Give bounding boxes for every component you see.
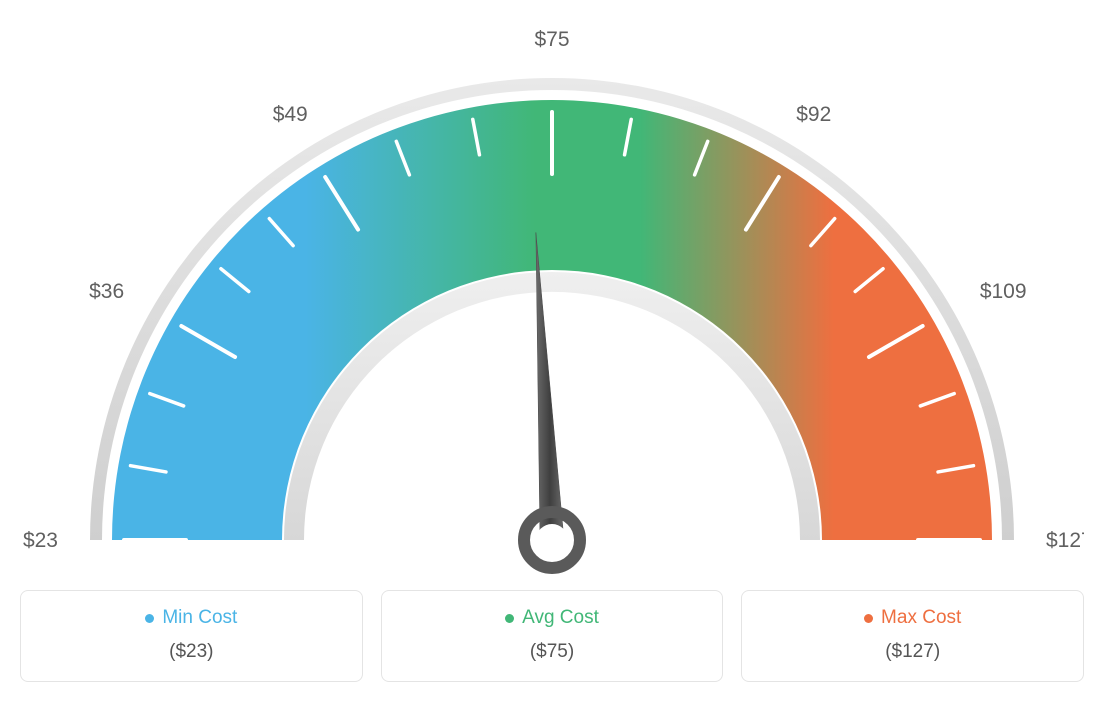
- gauge-tick-label: $109: [980, 280, 1027, 303]
- gauge-tick-label: $75: [534, 28, 569, 51]
- gauge-tick-label: $49: [273, 103, 308, 126]
- legend-box-avg: Avg Cost ($75): [381, 590, 724, 682]
- legend: Min Cost ($23) Avg Cost ($75) Max Cost (…: [20, 590, 1084, 682]
- legend-text-avg: Avg Cost: [522, 607, 599, 629]
- cost-gauge-chart: $23 $36 $49 $75 $92 $109 $127 Min Cost ($23) A…: [20, 20, 1084, 682]
- gauge-tick-label: $36: [89, 280, 124, 303]
- legend-value-max: ($127): [752, 641, 1073, 663]
- gauge-tick-label: $23: [23, 529, 58, 552]
- legend-box-min: Min Cost ($23): [20, 590, 363, 682]
- legend-text-max: Max Cost: [881, 607, 961, 629]
- gauge-tick-label: $92: [796, 103, 831, 126]
- gauge-tick-label: $127: [1046, 529, 1084, 552]
- legend-value-min: ($23): [31, 641, 352, 663]
- gauge-area: $23 $36 $49 $75 $92 $109 $127: [20, 20, 1084, 580]
- legend-label-avg: Avg Cost: [505, 607, 599, 629]
- legend-dot-max: [864, 614, 873, 623]
- legend-box-max: Max Cost ($127): [741, 590, 1084, 682]
- legend-text-min: Min Cost: [162, 607, 237, 629]
- legend-dot-avg: [505, 614, 514, 623]
- legend-dot-min: [145, 614, 154, 623]
- legend-value-avg: ($75): [392, 641, 713, 663]
- legend-label-max: Max Cost: [864, 607, 961, 629]
- legend-label-min: Min Cost: [145, 607, 237, 629]
